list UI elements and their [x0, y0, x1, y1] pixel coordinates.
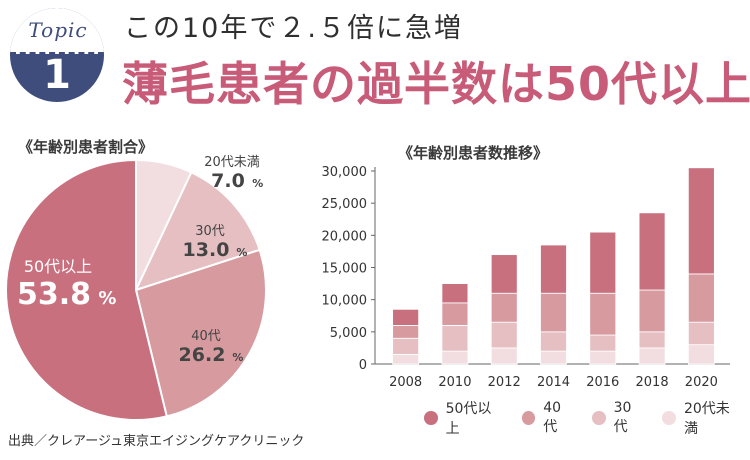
- bar-segment: [638, 289, 666, 333]
- legend-item: 20代未満: [662, 398, 742, 438]
- y-tick-label: 30,000: [322, 165, 368, 180]
- pie-slice-unit: %: [252, 177, 263, 190]
- subtitle: この10年で２.５倍に急増: [124, 13, 463, 44]
- pie-slice-value: 26.2: [179, 344, 226, 366]
- bar-segment: [540, 331, 567, 352]
- x-tick-label: 2018: [636, 375, 669, 390]
- bar-chart-legend: 50代以上 40代 30代 20代未満: [424, 398, 750, 438]
- bar-segment: [638, 212, 666, 291]
- y-tick-label: 5,000: [330, 326, 367, 341]
- legend-label: 40代: [543, 400, 562, 435]
- x-tick-label: 2020: [685, 375, 718, 390]
- legend-label: 20代未満: [683, 401, 730, 437]
- pie-slice-label: 50代以上: [24, 257, 92, 276]
- legend-swatch: [662, 411, 676, 425]
- pie-slice-label: 40代: [191, 329, 221, 344]
- bar-segment: [392, 324, 420, 339]
- bar-segment: [638, 331, 666, 349]
- x-tick-label: 2008: [389, 375, 422, 390]
- y-tick-label: 10,000: [322, 294, 368, 309]
- pie-slice: [134, 248, 267, 418]
- bar-segment: [441, 283, 469, 304]
- legend-swatch: [521, 411, 536, 425]
- bar-segment: [441, 350, 469, 365]
- bar-segment: [392, 353, 420, 365]
- pie-slice-label: 20代未満: [204, 155, 260, 170]
- legend-swatch: [592, 411, 606, 425]
- pie-slice-unit: %: [98, 288, 116, 309]
- pie-slice-value: 13.0: [183, 239, 230, 261]
- y-tick-label: 20,000: [322, 229, 368, 244]
- page-title: 薄毛患者の過半数は50代以上: [122, 57, 750, 111]
- legend-swatch: [424, 411, 438, 425]
- bar-segment: [441, 302, 469, 326]
- bar-segment: [490, 254, 518, 294]
- pie-slice: [5, 158, 168, 421]
- bar-segment: [638, 347, 666, 365]
- x-tick-label: 2012: [488, 375, 521, 390]
- bar-segment: [687, 344, 715, 365]
- legend-item: 50代以上: [424, 398, 504, 438]
- y-tick-label: 25,000: [322, 197, 368, 212]
- pie-slice-value: 53.8: [17, 277, 91, 312]
- bar-segment: [589, 334, 617, 352]
- bar-segment: [540, 350, 567, 365]
- x-tick-label: 2016: [586, 375, 619, 390]
- pie-slice-label: 30代: [195, 224, 225, 239]
- bar-segment: [687, 167, 715, 275]
- bar-segment: [490, 292, 518, 323]
- pie-slice: [134, 171, 261, 292]
- badge-number: 1: [43, 52, 71, 98]
- bar-segment: [392, 308, 420, 326]
- legend-label: 50代以上: [445, 401, 492, 437]
- legend-item: 30代: [592, 398, 644, 438]
- legend-label: 30代: [613, 400, 632, 435]
- pie-slice-unit: %: [236, 246, 247, 259]
- badge-word: Topic: [28, 18, 88, 42]
- y-tick-label: 15,000: [322, 262, 368, 277]
- pie-slice-unit: %: [232, 351, 243, 364]
- pie-section-label: 《年齢別患者割合》: [18, 138, 154, 156]
- source-note: 出典／クレアージュ東京エイジングケアクリニック: [8, 434, 305, 449]
- bar-segment: [589, 350, 617, 365]
- y-tick-label: 0: [359, 358, 367, 373]
- x-tick-label: 2014: [537, 375, 570, 390]
- bar-segment: [687, 273, 715, 323]
- bar-segment: [540, 292, 567, 333]
- topic-badge: Topic 1: [10, 8, 104, 102]
- bar-segment: [540, 244, 567, 294]
- legend-item: 40代: [521, 398, 574, 438]
- bar-segment: [392, 337, 420, 355]
- bar-segment: [687, 321, 715, 346]
- x-tick-label: 2010: [438, 375, 471, 390]
- bar-segment: [490, 321, 518, 349]
- header: Topic 1 この10年で２.５倍に急増 薄毛患者の過半数は50代以上: [0, 0, 750, 112]
- bar-section-label: 《年齢別患者数推移》: [398, 144, 549, 162]
- badge-top: [10, 8, 104, 54]
- bar-segment: [589, 231, 617, 294]
- bar-segment: [441, 324, 469, 352]
- bar-segment: [589, 292, 617, 336]
- pie-slice-value: 7.0: [211, 170, 245, 192]
- bar-segment: [490, 347, 518, 365]
